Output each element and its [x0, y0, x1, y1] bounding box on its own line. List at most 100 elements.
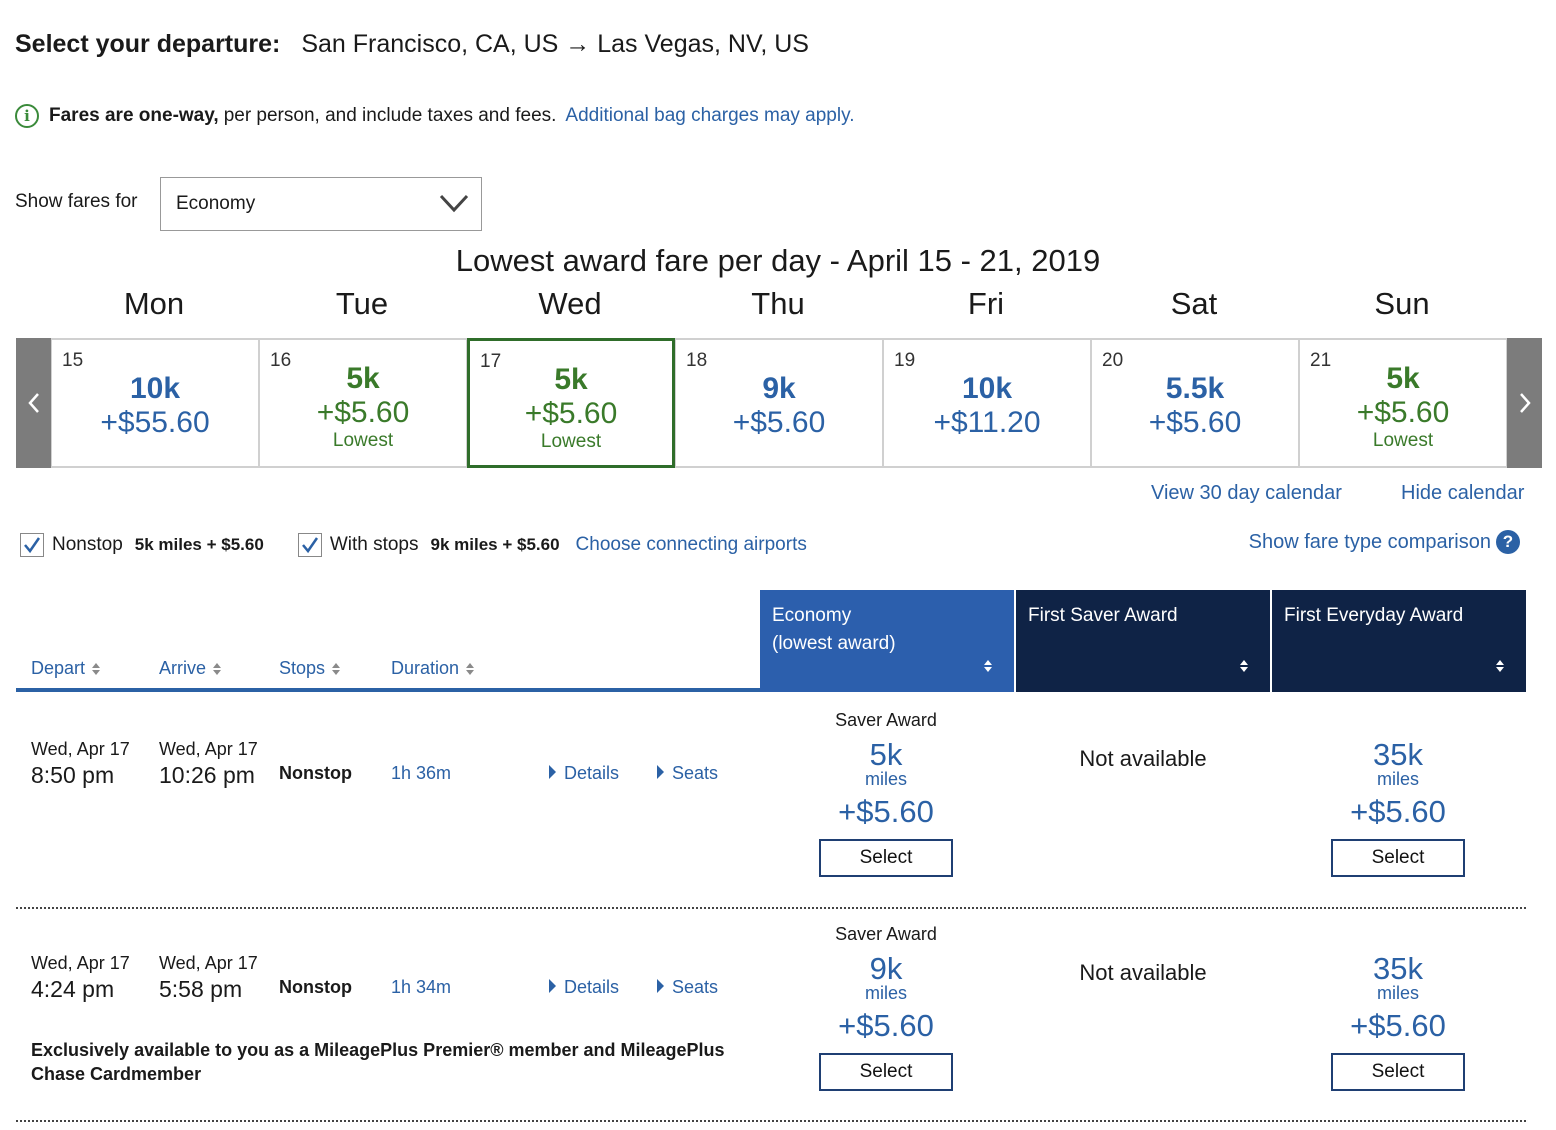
- fare-info-notice: i Fares are one-way, per person, and inc…: [15, 104, 854, 128]
- day-fee: +$5.60: [1356, 396, 1450, 429]
- day-miles: 9k: [762, 372, 796, 405]
- cabin-select[interactable]: Economy: [160, 177, 482, 231]
- sort-arrive[interactable]: Arrive: [159, 658, 222, 679]
- award-miles: 35k: [1373, 951, 1423, 986]
- award-unit: miles: [1376, 983, 1419, 1003]
- view-30-day-calendar-link[interactable]: View 30 day calendar: [1151, 482, 1342, 504]
- checkmark-icon: [301, 537, 318, 554]
- sort-icon: [984, 660, 992, 672]
- caret-right-icon: [657, 764, 664, 779]
- calendar-next-button[interactable]: [1507, 338, 1542, 468]
- arrive-time: 10:26 pm: [159, 762, 255, 788]
- award-fee: +$5.60: [1350, 794, 1446, 829]
- calendar-title: Lowest award fare per day - April 15 - 2…: [455, 243, 1101, 278]
- sort-icon: [332, 662, 341, 675]
- award-miles: 5k: [869, 737, 903, 772]
- day-name: Wed: [538, 286, 602, 321]
- award-fee: +$5.60: [838, 1008, 934, 1043]
- with-stops-checkbox[interactable]: [297, 533, 322, 557]
- day-fee: +$55.60: [100, 406, 210, 439]
- day-number: 15: [62, 350, 84, 371]
- day-miles: 5.5k: [1165, 372, 1225, 405]
- sort-depart[interactable]: Depart: [31, 658, 101, 679]
- day-name: Mon: [123, 286, 185, 321]
- fare-type-comparison-link[interactable]: Show fare type comparison ?: [1249, 530, 1520, 554]
- day-fee: +$5.60: [1148, 406, 1242, 439]
- first-saver-unavailable: Not available: [1079, 960, 1207, 985]
- calendar-day-18[interactable]: 18 9k +$5.60: [675, 338, 883, 468]
- caret-right-icon: [549, 978, 556, 993]
- calendar-strip: 15 10k +$55.60 16 5k +$5.60 Lowest 17 5k +$5.60 Lo…: [16, 338, 1542, 468]
- first-everyday-fare-cell: 35k miles +$5.60 Select: [1298, 730, 1498, 877]
- day-name: Fri: [967, 286, 1005, 321]
- day-miles: 5k: [1386, 362, 1420, 395]
- help-icon: ?: [1496, 530, 1520, 554]
- stops-value: Nonstop: [279, 977, 352, 997]
- day-miles: 5k: [346, 362, 380, 395]
- select-first-everyday-button[interactable]: Select: [1331, 1053, 1465, 1091]
- chevron-left-icon: [27, 393, 39, 413]
- day-miles: 10k: [129, 372, 181, 405]
- depart-time: 8:50 pm: [31, 762, 115, 788]
- sort-duration[interactable]: Duration: [391, 658, 475, 679]
- sort-icon: [466, 662, 475, 675]
- day-miles: 10k: [961, 372, 1013, 405]
- first-everyday-fare-header[interactable]: First Everyday Award: [1272, 590, 1526, 692]
- day-fee: +$5.60: [524, 397, 618, 430]
- fare-info-bold: Fares are one-way,: [49, 105, 219, 126]
- duration-column-label: Duration: [391, 658, 460, 678]
- seats-label: Seats: [672, 763, 719, 783]
- arrive-time: 5:58 pm: [159, 976, 243, 1002]
- award-unit: miles: [864, 983, 907, 1003]
- first-saver-unavailable: Not available: [1079, 746, 1207, 771]
- details-link[interactable]: Details: [549, 977, 619, 998]
- page-title: Select your departure: San Francisco, CA…: [15, 30, 809, 59]
- chevron-right-icon: [1519, 393, 1531, 413]
- economy-fare-header[interactable]: Economy (lowest award): [760, 590, 1014, 692]
- calendar-day-20[interactable]: 20 5.5k +$5.60: [1091, 338, 1299, 468]
- select-economy-button[interactable]: Select: [819, 839, 953, 877]
- sort-icon: [1496, 660, 1504, 672]
- details-label: Details: [564, 763, 620, 783]
- bag-charges-link[interactable]: Additional bag charges may apply.: [565, 105, 855, 126]
- calendar-day-17[interactable]: 17 5k +$5.60 Lowest: [467, 338, 675, 468]
- award-fee: +$5.60: [1350, 1008, 1446, 1043]
- select-first-everyday-button[interactable]: Select: [1331, 839, 1465, 877]
- seats-link[interactable]: Seats: [657, 763, 718, 784]
- stops-column-label: Stops: [279, 658, 326, 678]
- calendar-prev-button[interactable]: [16, 338, 51, 468]
- calendar-day-19[interactable]: 19 10k +$11.20: [883, 338, 1091, 468]
- first-everyday-header-label: First Everyday Award: [1284, 605, 1464, 626]
- award-unit: miles: [1376, 769, 1419, 789]
- day-name: Sat: [1170, 286, 1218, 321]
- nonstop-price: 5k miles + $5.60: [134, 535, 264, 554]
- day-name: Thu: [751, 286, 805, 321]
- sort-stops[interactable]: Stops: [279, 658, 341, 679]
- seats-link[interactable]: Seats: [657, 977, 718, 998]
- calendar-day-15[interactable]: 15 10k +$55.60: [51, 338, 259, 468]
- results-table-header: Depart Arrive Stops Duration: [16, 590, 760, 692]
- first-saver-fare-header[interactable]: First Saver Award: [1016, 590, 1270, 692]
- hide-calendar-link[interactable]: Hide calendar: [1401, 482, 1525, 504]
- stop-filters: Nonstop 5k miles + $5.60 With stops 9k m…: [20, 533, 807, 557]
- award-unit: miles: [864, 769, 907, 789]
- details-link[interactable]: Details: [549, 763, 619, 784]
- calendar-day-16[interactable]: 16 5k +$5.60 Lowest: [259, 338, 467, 468]
- day-number: 17: [480, 351, 502, 372]
- economy-fare-cell: Saver Award 5k miles +$5.60 Select: [786, 710, 986, 877]
- caret-right-icon: [549, 764, 556, 779]
- economy-header-line1: Economy: [772, 605, 852, 626]
- calendar-day-21[interactable]: 21 5k +$5.60 Lowest: [1299, 338, 1507, 468]
- award-type: Saver Award: [835, 924, 937, 944]
- day-fee: +$5.60: [732, 406, 826, 439]
- nonstop-checkbox[interactable]: [20, 533, 44, 557]
- route-text: San Francisco, CA, US → Las Vegas, NV, U…: [301, 30, 809, 58]
- details-label: Details: [564, 977, 620, 997]
- select-economy-button[interactable]: Select: [819, 1053, 953, 1091]
- choose-connecting-airports-link[interactable]: Choose connecting airports: [575, 534, 807, 555]
- day-fee: +$5.60: [316, 396, 410, 429]
- show-fares-label: Show fares for: [15, 191, 138, 212]
- lowest-label: Lowest: [1372, 430, 1434, 451]
- first-everyday-fare-cell: 35k miles +$5.60 Select: [1298, 944, 1498, 1091]
- duration-value: 1h 34m: [391, 977, 452, 997]
